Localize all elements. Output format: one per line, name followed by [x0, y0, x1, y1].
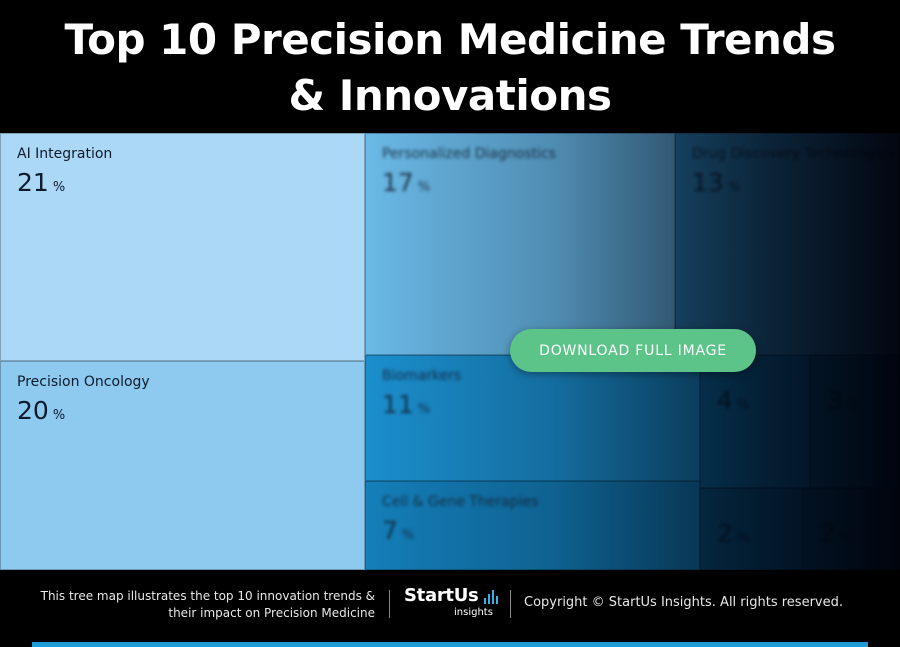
logo-wordmark: StartUs: [404, 585, 479, 606]
treemap-tile: 4%: [700, 355, 810, 488]
treemap-tile-value: 13%: [692, 168, 741, 197]
bottom-accent-stripe: [32, 642, 868, 647]
treemap-chart: AI Integration 21% Precision Oncology 20% Pe…: [0, 133, 900, 570]
page-title: Top 10 Precision Medicine Trends & Innov…: [0, 12, 900, 124]
treemap-tile-label: Drug Discovery Technologies: [692, 146, 895, 162]
title-line-1: Top 10 Precision Medicine Trends: [64, 15, 836, 64]
treemap-tile-label: Biomarkers: [382, 368, 462, 384]
treemap-tile: Personalized Diagnostics 17%: [365, 133, 675, 355]
treemap-tile-label: Cell & Gene Therapies: [382, 494, 539, 510]
title-bar: Top 10 Precision Medicine Trends & Innov…: [0, 0, 900, 133]
footer: This tree map illustrates the top 10 inn…: [0, 570, 900, 647]
footer-description: This tree map illustrates the top 10 inn…: [18, 588, 375, 622]
treemap-tile-value: 11%: [382, 390, 431, 419]
treemap-tile-value: 21%: [17, 168, 66, 197]
treemap-tile-value: 2%: [820, 519, 853, 548]
footer-description-line-2: their impact on Precision Medicine: [168, 606, 375, 620]
treemap-tile: Precision Oncology 20%: [0, 361, 365, 570]
treemap-tile-label: Precision Oncology: [17, 374, 150, 390]
title-line-2: & Innovations: [288, 71, 612, 120]
treemap-tile: Cell & Gene Therapies 7%: [365, 481, 700, 570]
treemap-tile: 2%: [700, 488, 803, 570]
footer-description-line-1: This tree map illustrates the top 10 inn…: [40, 589, 375, 603]
copyright-text: Copyright © StartUs Insights. All rights…: [524, 595, 843, 610]
treemap-tile-label: Personalized Diagnostics: [382, 146, 556, 162]
treemap-tile: 3%: [810, 355, 900, 488]
logo-bars-icon: [484, 590, 498, 604]
download-full-image-button[interactable]: DOWNLOAD FULL IMAGE: [510, 329, 756, 372]
treemap-tile-value: 17%: [382, 168, 431, 197]
startus-logo[interactable]: StartUs insights: [404, 585, 504, 621]
treemap-tile-value: 20%: [17, 396, 66, 425]
treemap-tile-value: 4%: [717, 386, 750, 415]
treemap-tile-value: 3%: [827, 386, 860, 415]
treemap-tile-label: AI Integration: [17, 146, 113, 162]
treemap-tile-value: 7%: [382, 516, 415, 545]
footer-divider-right: [510, 590, 511, 618]
treemap-tile: 2%: [803, 488, 900, 570]
treemap-tile: Biomarkers 11%: [365, 355, 700, 481]
treemap-tile: AI Integration 21%: [0, 133, 365, 361]
treemap-tile-value: 2%: [717, 519, 750, 548]
logo-subtitle: insights: [454, 607, 493, 618]
footer-divider-left: [389, 590, 390, 618]
treemap-tile: Drug Discovery Technologies 13%: [675, 133, 900, 355]
